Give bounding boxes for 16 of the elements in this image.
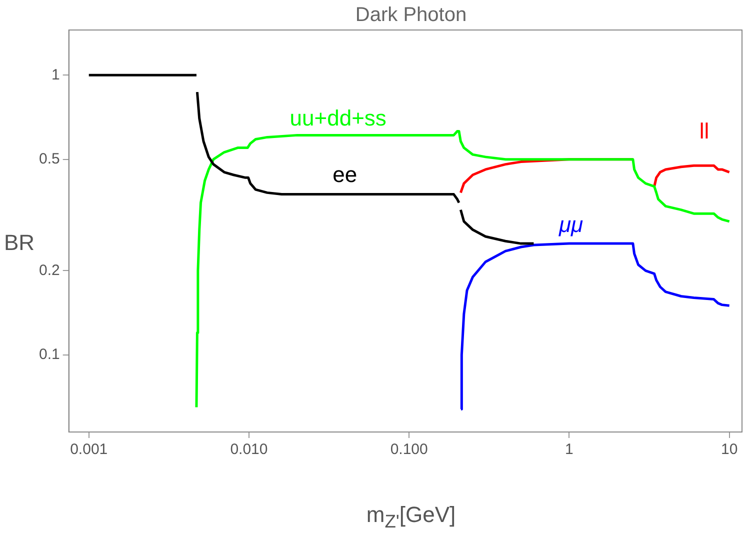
chart-title: Dark Photon	[354, 4, 468, 27]
series-label: uu+dd+ss	[290, 106, 386, 131]
x-tick-label: 10	[720, 441, 738, 458]
y-tick-label: 0.1	[38, 346, 60, 364]
y-tick-label: 0.2	[38, 262, 60, 279]
x-tick-label: 0.001	[70, 441, 108, 458]
series-label: ll	[699, 118, 710, 144]
y-axis-title: BR	[4, 230, 35, 256]
x-tick-label: 0.100	[390, 441, 428, 458]
series-label: μμ	[558, 212, 584, 237]
y-tick-label: 1	[52, 66, 60, 84]
series-label: ee	[332, 162, 358, 187]
x-tick-label: 1	[565, 441, 574, 458]
x-tick-label: 0.010	[230, 441, 268, 458]
y-tick-label: 0.5	[38, 150, 60, 168]
x-axis-title: m$_{Z'}$[GeV]	[365, 502, 457, 532]
